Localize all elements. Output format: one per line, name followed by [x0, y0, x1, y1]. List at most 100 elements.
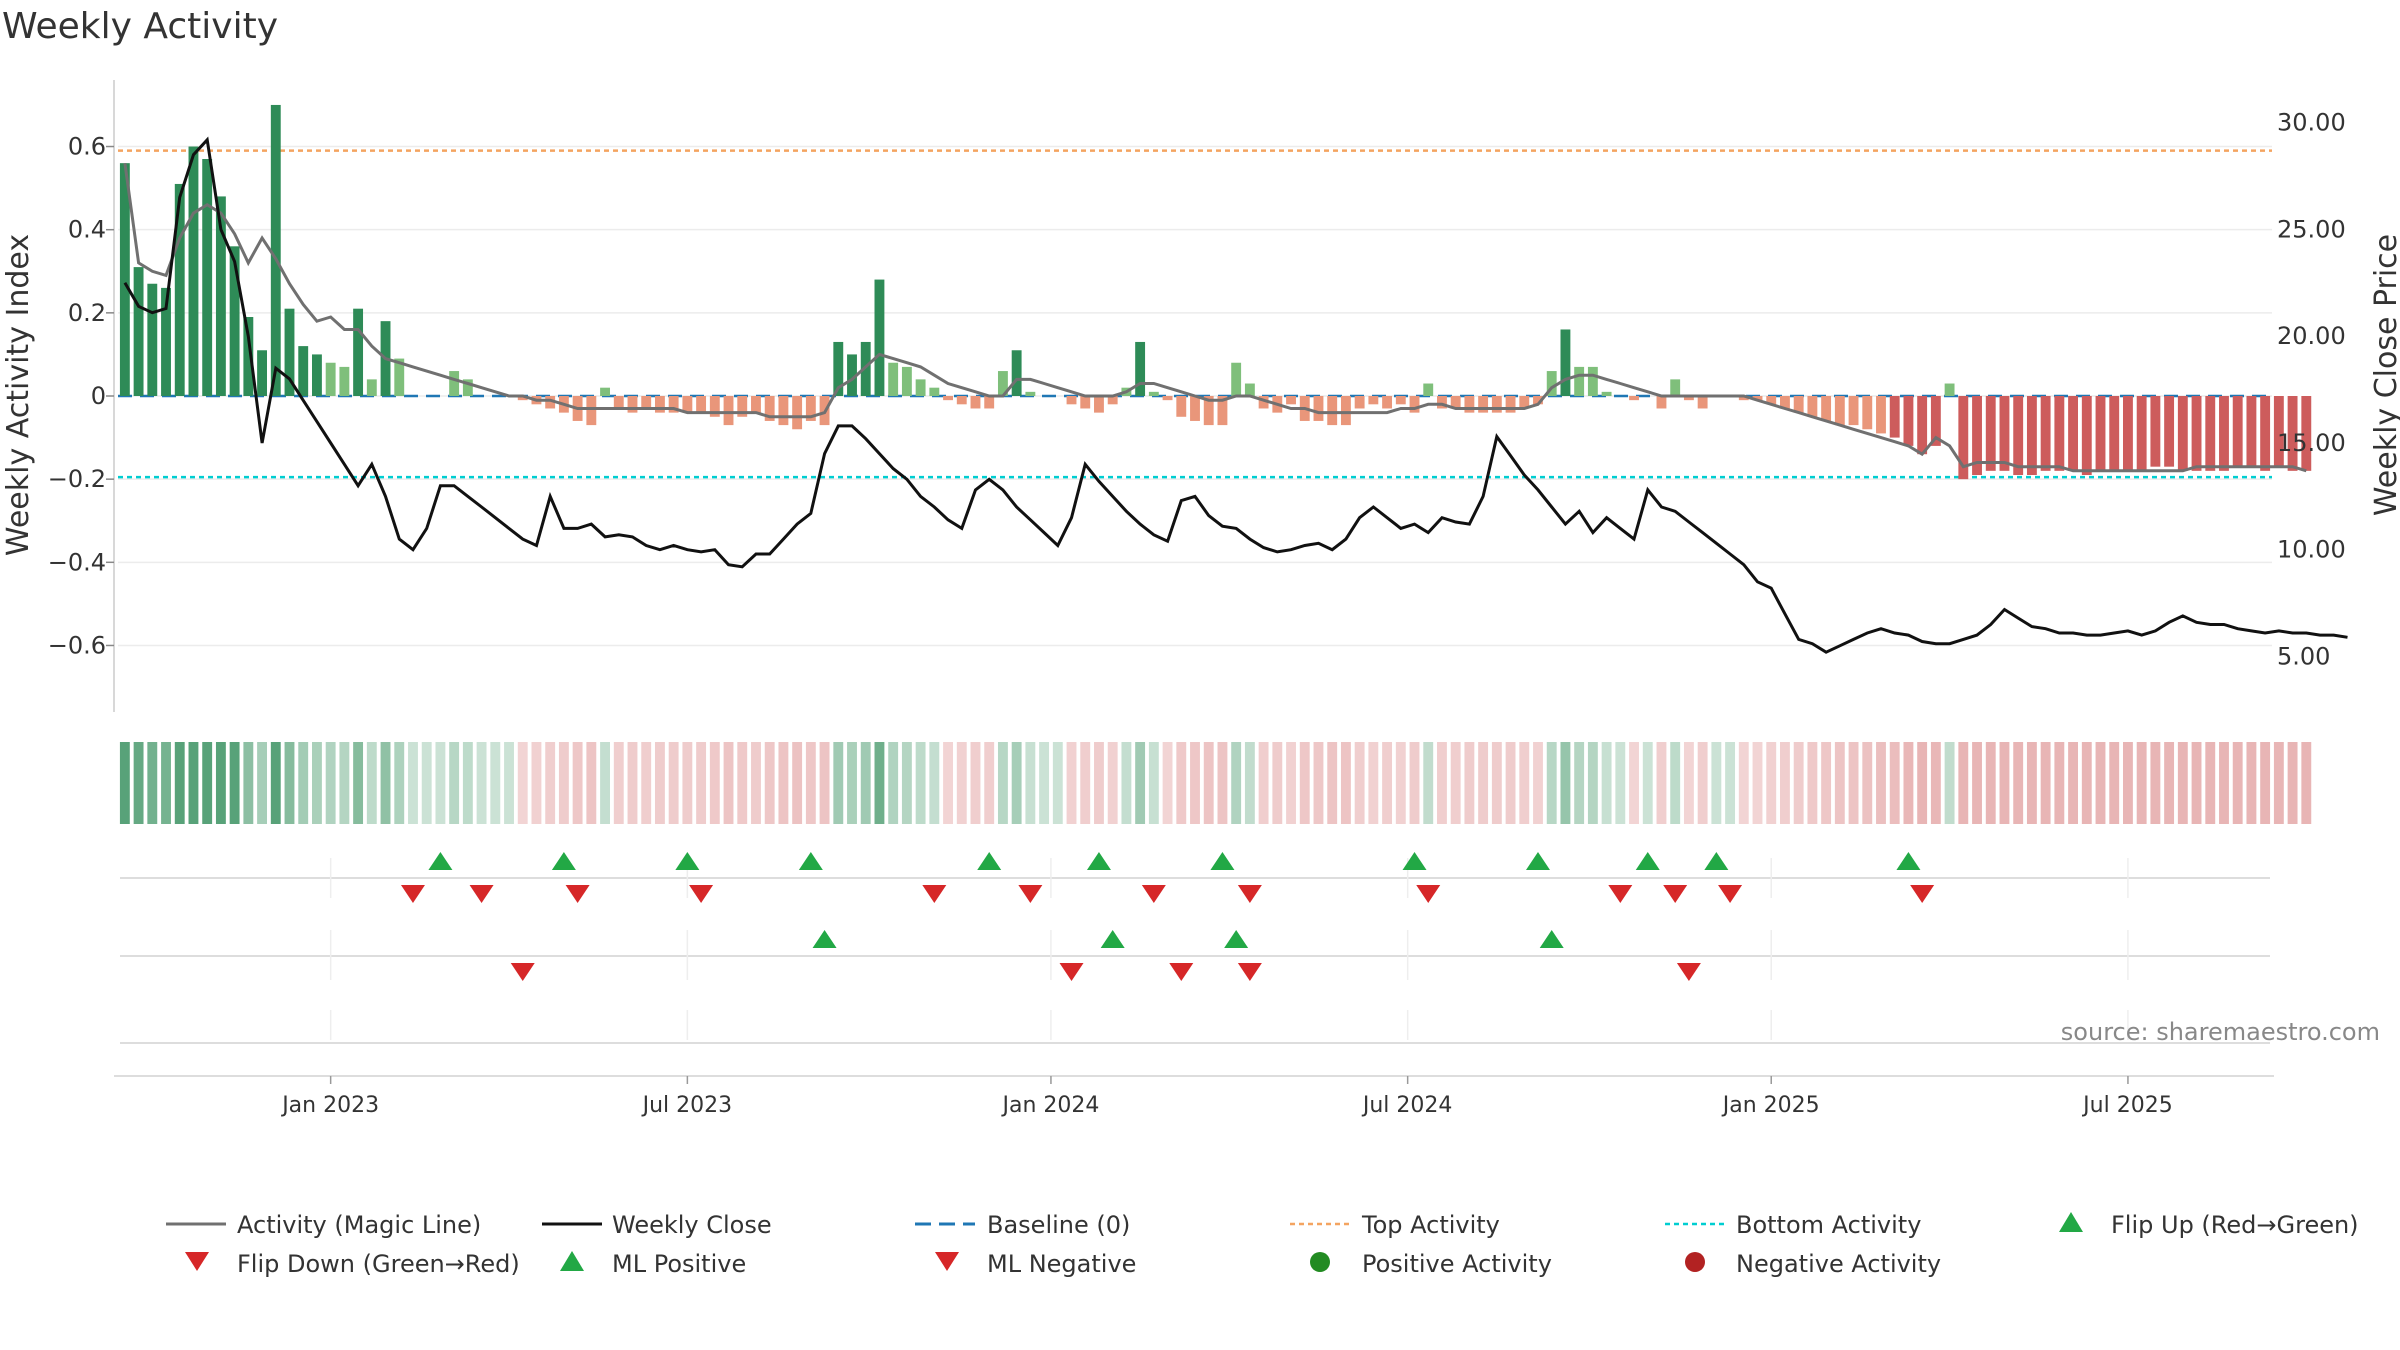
strip-cell-133	[1944, 742, 1955, 824]
legend-label-magic-line: Activity (Magic Line)	[237, 1211, 481, 1239]
strip-cell-125	[1834, 742, 1845, 824]
flip-down-marker-6	[1141, 885, 1166, 903]
activity-bar-61	[956, 396, 967, 405]
activity-bar-29	[517, 396, 528, 401]
activity-bar-123	[1807, 396, 1818, 417]
strip-cell-119	[1752, 742, 1763, 824]
activity-bar-93	[1395, 396, 1406, 405]
activity-bar-153	[2219, 396, 2229, 471]
activity-bar-52	[833, 341, 844, 396]
flip-up-marker-8	[1525, 852, 1550, 870]
activity-bar-16	[339, 366, 350, 396]
legend-item-baseline: Baseline (0)	[915, 1211, 1130, 1239]
activity-bar-34	[586, 396, 597, 426]
strip-cell-61	[956, 742, 967, 824]
legend-swatch-positive-activity	[1310, 1252, 1330, 1272]
activity-bar-142	[2068, 396, 2079, 471]
legend-item-flip-down: Flip Down (Green→Red)	[185, 1250, 520, 1278]
strip-cell-43	[709, 742, 720, 824]
activity-bar-88	[1327, 396, 1338, 426]
flip-up-marker-5	[1086, 852, 1111, 870]
strip-cell-100	[1491, 742, 1502, 824]
activity-bar-35	[600, 387, 610, 396]
strip-cell-86	[1299, 742, 1310, 824]
legend-label-bottom-activity: Bottom Activity	[1736, 1211, 1921, 1239]
activity-bar-158	[2287, 396, 2298, 471]
activity-bar-38	[641, 396, 652, 409]
strip-cell-55	[874, 742, 885, 824]
strip-cell-134	[1958, 742, 1969, 824]
strip-cell-60	[943, 742, 953, 824]
strip-cell-33	[572, 742, 583, 824]
activity-bar-112	[1656, 396, 1667, 409]
flip-up-marker-11	[1896, 852, 1921, 870]
strip-cell-89	[1340, 742, 1351, 824]
strip-cell-57	[901, 742, 912, 824]
ml-positive-marker-3	[1539, 930, 1564, 948]
strip-cell-47	[764, 742, 775, 824]
y-tick-label-0: 0.6	[68, 133, 106, 161]
strip-cell-82	[1244, 742, 1255, 824]
legend-item-flip-up: Flip Up (Red→Green)	[2059, 1211, 2359, 1239]
activity-bar-124	[1821, 396, 1832, 421]
activity-bar-152	[2205, 396, 2216, 471]
activity-bar-98	[1464, 396, 1475, 413]
strip-cell-111	[1642, 742, 1653, 824]
legend-label-ml-positive: ML Positive	[612, 1250, 746, 1278]
activity-bar-79	[1203, 396, 1214, 426]
activity-bar-94	[1409, 396, 1420, 413]
strip-cell-53	[847, 742, 857, 824]
strip-cell-143	[2081, 742, 2092, 824]
activity-bar-57	[901, 366, 912, 396]
activity-bar-8	[229, 246, 240, 396]
strip-cell-118	[1738, 742, 1749, 824]
activity-bar-151	[2191, 396, 2202, 471]
strip-cell-8	[229, 742, 240, 824]
activity-bar-1	[133, 267, 144, 396]
activity-bar-46	[751, 396, 761, 413]
activity-bar-18	[366, 379, 377, 396]
activity-bar-91	[1368, 396, 1379, 405]
strip-cell-98	[1464, 742, 1475, 824]
strip-cell-97	[1450, 742, 1461, 824]
legend-label-top-activity: Top Activity	[1361, 1211, 1500, 1239]
strip-cell-113	[1670, 742, 1681, 824]
activity-bar-101	[1505, 396, 1516, 413]
strip-cell-35	[600, 742, 610, 824]
ml-negative-marker-4	[1676, 963, 1701, 981]
strip-cell-149	[2164, 742, 2175, 824]
flip-up-marker-1	[551, 852, 576, 870]
activity-bars	[119, 104, 2312, 480]
activity-bar-10	[257, 350, 267, 396]
strip-cell-73	[1121, 742, 1132, 824]
activity-bar-56	[888, 362, 899, 396]
activity-bar-37	[627, 396, 638, 413]
strip-cell-146	[2123, 742, 2133, 824]
activity-bar-15	[325, 362, 336, 396]
strip-cell-51	[819, 742, 830, 824]
activity-bar-77	[1176, 396, 1187, 417]
x-tick-label-3: Jul 2024	[1361, 1093, 1453, 1118]
activity-bar-76	[1162, 396, 1173, 401]
strip-cell-20	[394, 742, 405, 824]
strip-cell-106	[1574, 742, 1585, 824]
strip-cell-49	[792, 742, 803, 824]
flip-down-marker-5	[1018, 885, 1043, 903]
activity-bar-141	[2054, 396, 2065, 471]
strip-cell-115	[1697, 742, 1708, 824]
strip-cell-78	[1190, 742, 1200, 824]
strip-cell-148	[2150, 742, 2161, 824]
legend-swatch-flip-up	[2059, 1212, 2083, 1232]
ml-negative-marker-2	[1169, 963, 1194, 981]
strip-cell-69	[1066, 742, 1077, 824]
strip-cell-50	[805, 742, 816, 824]
activity-bar-127	[1862, 396, 1873, 430]
legend-label-positive-activity: Positive Activity	[1362, 1250, 1552, 1278]
strip-cell-132	[1930, 742, 1941, 824]
strip-cell-74	[1135, 742, 1146, 824]
strip-cell-46	[751, 742, 761, 824]
strip-cell-94	[1409, 742, 1420, 824]
flip-up-marker-3	[798, 852, 823, 870]
strip-cell-136	[1985, 742, 1996, 824]
legend-item-magic-line: Activity (Magic Line)	[166, 1211, 481, 1239]
